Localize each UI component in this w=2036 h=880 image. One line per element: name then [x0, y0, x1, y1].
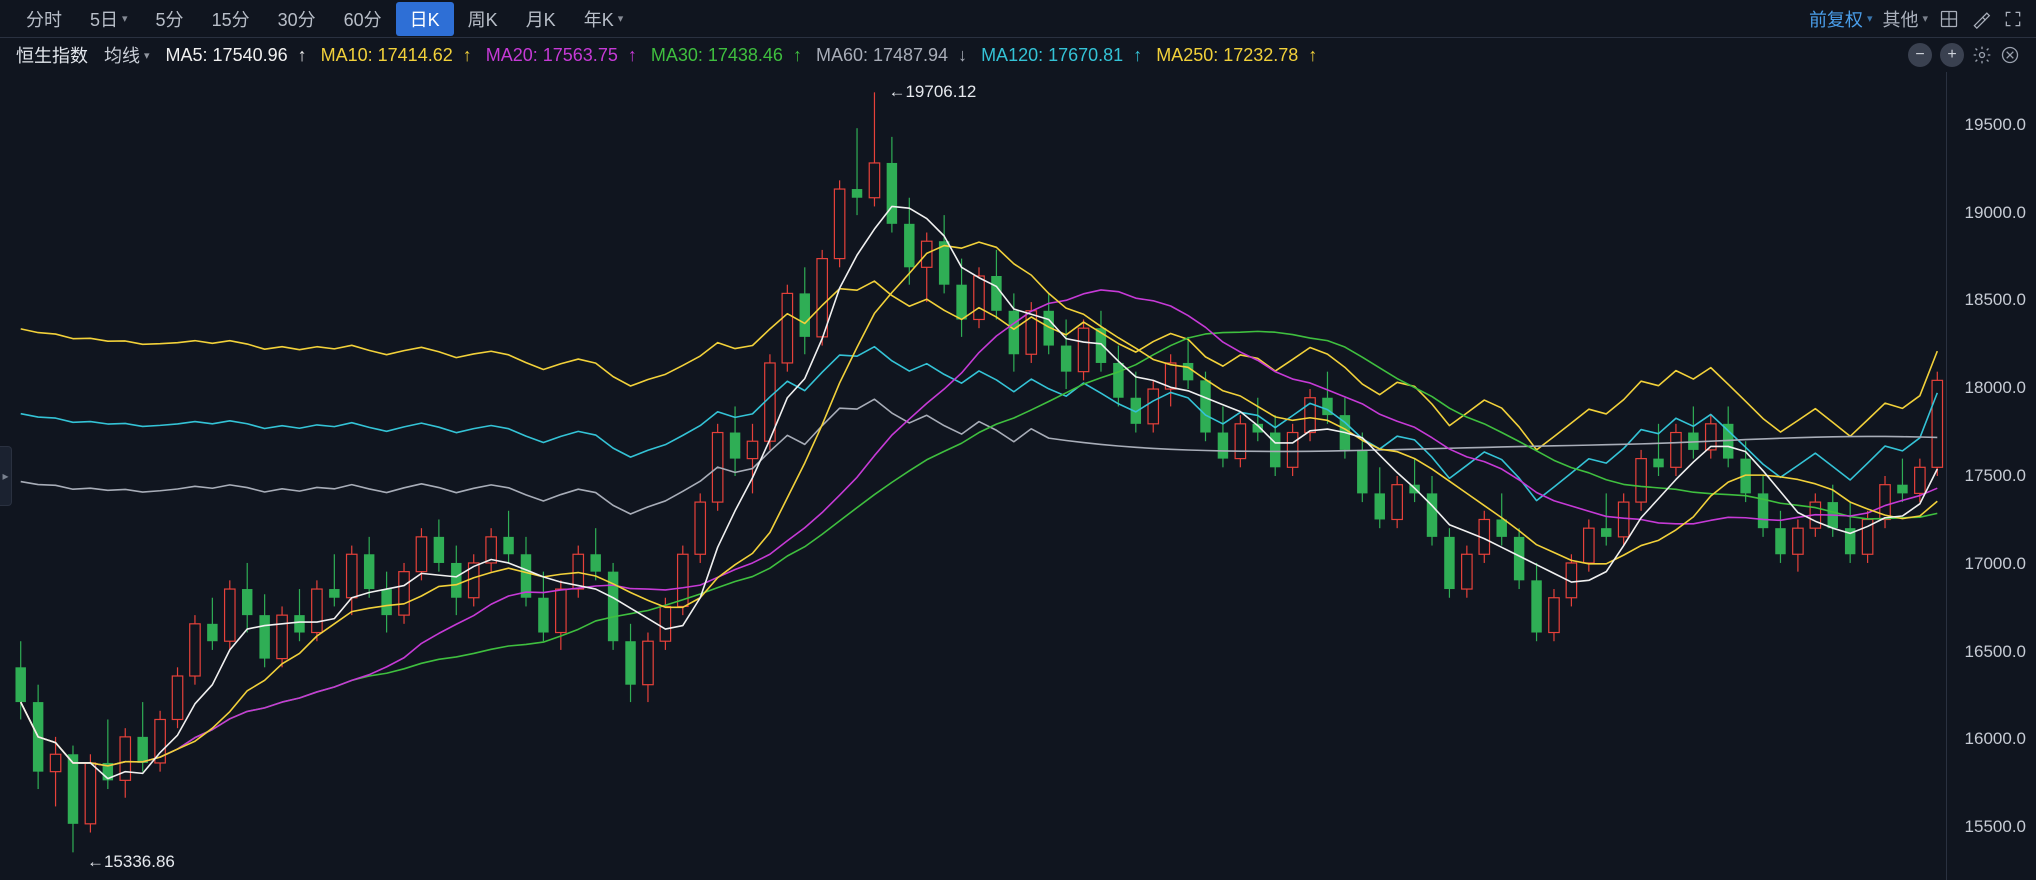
chevron-down-icon: ▾ — [122, 12, 128, 25]
close-icon[interactable] — [2000, 45, 2020, 65]
timeframe-toolbar: 分时5日▾5分15分30分60分日K周K月K年K▾ 前复权 ▾ 其他 ▾ — [0, 0, 2036, 38]
timeframe-4[interactable]: 30分 — [264, 2, 330, 36]
timeframe-5[interactable]: 60分 — [330, 2, 396, 36]
y-tick: 19000.0 — [1965, 203, 2026, 223]
chevron-down-icon: ▾ — [1922, 12, 1928, 25]
timeframe-0[interactable]: 分时 — [12, 2, 76, 36]
ma-toggle-label: 均线 — [104, 42, 140, 68]
settings-icon[interactable] — [1972, 45, 1992, 65]
ma-indicator-ma30: MA30: 17438.46 — [651, 45, 802, 66]
y-tick: 18500.0 — [1965, 290, 2026, 310]
chevron-down-icon: ▾ — [144, 49, 150, 62]
chevron-down-icon: ▾ — [618, 12, 624, 25]
y-tick: 16500.0 — [1965, 642, 2026, 662]
zoom-out-button[interactable]: − — [1908, 43, 1932, 67]
timeframe-2[interactable]: 5分 — [142, 2, 198, 36]
adjustment-dropdown[interactable]: 前复权 ▾ — [1809, 6, 1873, 32]
other-dropdown[interactable]: 其他 ▾ — [1882, 6, 1928, 32]
adjustment-label: 前复权 — [1809, 6, 1863, 32]
ma-indicator-ma60: MA60: 17487.94 — [816, 45, 967, 66]
timeframe-8[interactable]: 月K — [512, 2, 570, 36]
y-tick: 15500.0 — [1965, 817, 2026, 837]
ma-indicator-ma250: MA250: 17232.78 — [1156, 45, 1317, 66]
y-tick: 19500.0 — [1965, 115, 2026, 135]
layout-grid-icon[interactable] — [1938, 8, 1960, 30]
ma-toggle[interactable]: 均线 ▾ — [104, 42, 150, 68]
timeframe-3[interactable]: 15分 — [198, 2, 264, 36]
ma-indicator-ma10: MA10: 17414.62 — [321, 45, 472, 66]
y-tick: 18000.0 — [1965, 378, 2026, 398]
y-tick: 16000.0 — [1965, 729, 2026, 749]
expand-handle[interactable]: ▸ — [0, 446, 12, 506]
fullscreen-icon[interactable] — [2002, 8, 2024, 30]
low-annotation: ←15336.86 — [87, 852, 175, 872]
chevron-down-icon: ▾ — [1867, 12, 1873, 25]
y-tick: 17000.0 — [1965, 554, 2026, 574]
ma-indicator-ma120: MA120: 17670.81 — [981, 45, 1142, 66]
timeframe-9[interactable]: 年K▾ — [570, 2, 638, 36]
y-tick: 17500.0 — [1965, 466, 2026, 486]
timeframe-7[interactable]: 周K — [454, 2, 512, 36]
other-label: 其他 — [1882, 6, 1918, 32]
indicator-row: 恒生指数 均线 ▾ MA5: 17540.96 MA10: 17414.62 MA2… — [0, 38, 2036, 72]
high-annotation: ←19706.12 — [888, 82, 976, 102]
brush-icon[interactable] — [1970, 8, 1992, 30]
symbol-name: 恒生指数 — [16, 42, 88, 68]
zoom-in-button[interactable]: + — [1940, 43, 1964, 67]
timeframe-6[interactable]: 日K — [396, 2, 454, 36]
y-axis: 19500.0 19000.0 18500.0 18000.0 17500.0 17000… — [1946, 72, 2036, 880]
timeframe-1[interactable]: 5日▾ — [76, 2, 142, 36]
ma-indicator-ma20: MA20: 17563.75 — [486, 45, 637, 66]
chart-area[interactable]: ▸ ←19706.12 ←15336.86 19500.0 19000.0 18500… — [0, 72, 2036, 880]
ma-indicator-ma5: MA5: 17540.96 — [166, 45, 307, 66]
